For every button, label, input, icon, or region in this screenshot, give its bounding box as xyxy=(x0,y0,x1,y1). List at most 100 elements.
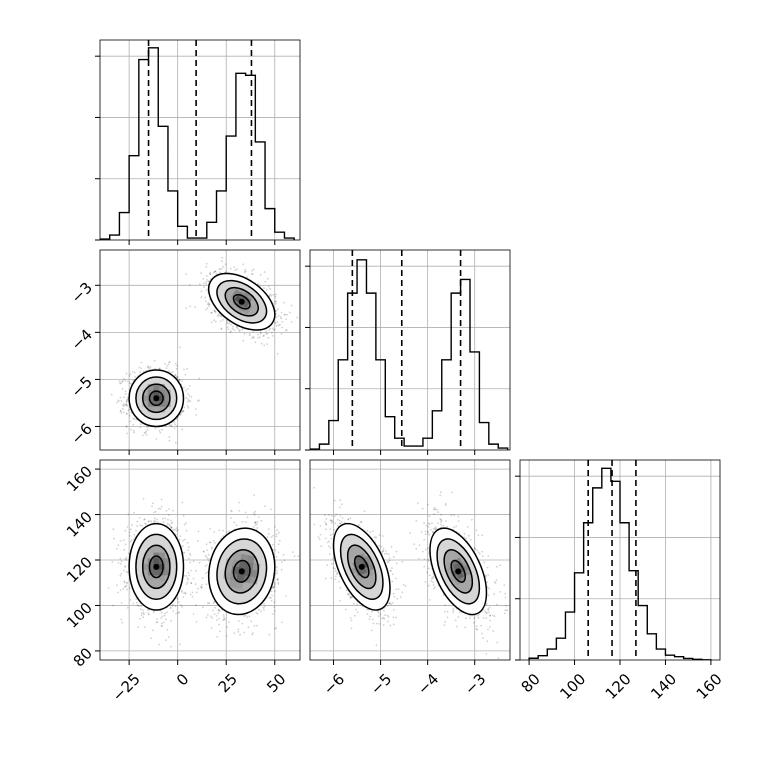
sample-point xyxy=(181,428,184,431)
sample-point xyxy=(250,620,252,623)
sample-point xyxy=(216,636,219,638)
sample-point xyxy=(170,522,173,525)
sample-point xyxy=(218,617,220,620)
sample-point xyxy=(143,518,146,521)
sample-point xyxy=(142,434,144,437)
sample-point xyxy=(280,317,283,320)
sample-point xyxy=(205,616,208,619)
sample-point xyxy=(207,602,209,605)
sample-point xyxy=(145,433,148,436)
sample-point xyxy=(120,602,123,604)
sample-point xyxy=(126,404,129,407)
sample-point xyxy=(125,403,128,406)
sample-point xyxy=(152,502,154,505)
sample-point xyxy=(256,523,258,525)
sample-point xyxy=(266,343,268,345)
sample-point xyxy=(181,410,183,413)
sample-point xyxy=(186,405,189,407)
sample-point xyxy=(246,516,249,519)
sample-point xyxy=(171,521,174,524)
sample-point xyxy=(228,322,231,324)
sample-point xyxy=(275,300,278,303)
sample-point xyxy=(273,581,276,584)
sample-point xyxy=(244,614,247,617)
sample-point xyxy=(243,631,246,634)
sample-point xyxy=(214,542,216,544)
sample-point xyxy=(207,553,210,556)
sample-point xyxy=(209,615,212,618)
sample-point xyxy=(237,328,239,330)
sample-point xyxy=(178,378,181,381)
sample-point xyxy=(207,301,210,304)
sample-point xyxy=(130,382,133,385)
sample-point xyxy=(201,584,204,586)
sample-point xyxy=(121,388,124,390)
sample-point xyxy=(239,633,242,636)
sample-point xyxy=(219,268,222,271)
sample-point xyxy=(181,589,184,592)
sample-point xyxy=(269,293,272,296)
sample-point xyxy=(183,368,185,371)
sample-point xyxy=(205,282,207,285)
sample-point xyxy=(277,581,280,584)
sample-point xyxy=(221,260,223,263)
sample-point xyxy=(185,389,188,392)
sample-point xyxy=(161,624,163,627)
sample-point xyxy=(270,331,273,334)
sample-point xyxy=(281,561,283,563)
sample-point xyxy=(198,377,201,380)
density-pixel xyxy=(153,383,160,390)
sample-point xyxy=(217,612,220,615)
sample-point xyxy=(182,596,185,598)
sample-point xyxy=(252,268,255,271)
density-pixel xyxy=(153,406,160,413)
sample-point xyxy=(233,329,236,331)
sample-point xyxy=(140,367,143,370)
sample-point xyxy=(126,571,129,574)
density-pixel xyxy=(159,563,165,570)
contour-line xyxy=(148,555,164,579)
sample-point xyxy=(273,601,276,604)
sample-point xyxy=(271,594,273,597)
sample-point xyxy=(184,592,187,595)
sample-point xyxy=(205,275,208,277)
sample-point xyxy=(185,307,187,310)
sample-point xyxy=(279,323,281,326)
sample-point xyxy=(165,639,167,641)
sample-point xyxy=(124,566,127,568)
sample-point xyxy=(265,330,267,332)
sample-point xyxy=(116,547,118,550)
sample-point xyxy=(119,539,122,542)
sample-point xyxy=(225,271,228,274)
sample-point xyxy=(139,371,142,373)
sample-point xyxy=(126,399,128,402)
sample-point xyxy=(126,588,128,591)
sample-point xyxy=(126,380,129,383)
sample-point xyxy=(125,584,128,587)
hist-panel-2 xyxy=(515,459,721,665)
sample-point xyxy=(125,582,128,584)
sample-point xyxy=(138,517,141,519)
sample-point xyxy=(198,399,201,402)
sample-point xyxy=(154,510,157,513)
sample-point xyxy=(218,610,221,613)
sample-point xyxy=(227,530,230,532)
sample-point xyxy=(233,266,236,269)
sample-point xyxy=(185,575,188,577)
sample-point xyxy=(275,533,278,536)
sample-point xyxy=(128,408,131,411)
sample-point xyxy=(277,324,280,327)
sample-point xyxy=(168,514,170,516)
sample-point xyxy=(142,616,145,619)
sample-point xyxy=(173,421,176,423)
sample-point xyxy=(132,538,135,541)
sample-point xyxy=(166,611,168,614)
sample-point xyxy=(263,602,265,605)
sample-point xyxy=(226,626,229,628)
sample-point xyxy=(134,376,137,378)
density-pixel xyxy=(159,389,165,396)
sample-point xyxy=(110,393,113,396)
sample-point xyxy=(175,367,178,370)
sample-point xyxy=(121,380,124,383)
sample-point xyxy=(290,321,293,323)
